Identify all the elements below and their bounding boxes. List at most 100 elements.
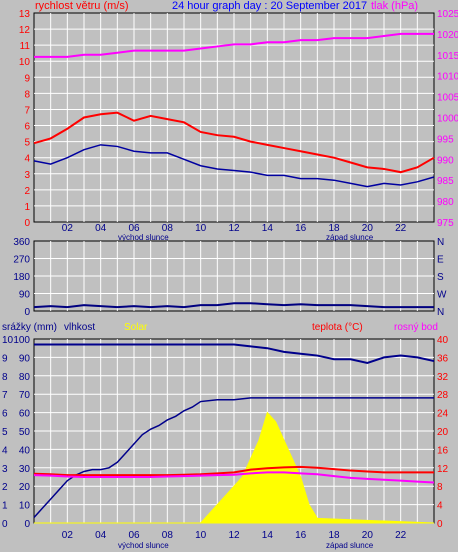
x-tick-label: 06 [128, 223, 140, 234]
x-tick-label: 14 [262, 223, 274, 234]
y-tick-label: 80 [19, 372, 31, 383]
x-tick-label: 20 [362, 223, 374, 234]
y-tick-label: 4 [2, 445, 8, 456]
y-tick-label: 1010 [437, 72, 458, 83]
direction-label: E [437, 255, 444, 266]
y-tick-label: 975 [437, 218, 454, 229]
y-tick-label: 9 [24, 73, 30, 84]
legend-solar: Solar [124, 322, 148, 333]
y-tick-label: 24 [437, 409, 449, 420]
x-tick-label: 02 [62, 223, 74, 234]
x-tick-label: 02 [62, 530, 74, 541]
y-tick-label: 40 [19, 445, 31, 456]
y-tick-label: 20 [19, 482, 31, 493]
y-tick-label: 1005 [437, 93, 458, 104]
solar-area [34, 411, 435, 524]
y-tick-label: 1 [2, 501, 8, 512]
y-tick-label: 10 [19, 501, 31, 512]
y-tick-label: 90 [19, 353, 31, 364]
y-tick-label: 360 [13, 237, 30, 248]
x-tick-label: 08 [162, 223, 174, 234]
pressure-line [34, 32, 434, 58]
y-tick-label: 985 [437, 176, 454, 187]
wind-direction-line [33, 302, 434, 309]
left-axis-ticks: 0 90 180 270 360 [13, 237, 30, 318]
grid [34, 13, 434, 222]
y-tick-label: 7 [2, 390, 8, 401]
wind-avg-line [33, 144, 435, 188]
y-tick-label: 1025 [437, 9, 458, 20]
y-tick-label: 1 [24, 202, 30, 213]
y-tick-label: 1000 [437, 114, 458, 125]
rain-line [33, 397, 434, 518]
legend-dewpoint: rosný bod [394, 322, 438, 333]
chart-title: 24 hour graph day : 20 September 2017 [172, 0, 367, 12]
y-tick-label: 16 [437, 445, 449, 456]
x-tick-label: 04 [95, 223, 107, 234]
y-tick-label: 30 [19, 464, 31, 475]
y-tick-label: 990 [437, 155, 454, 166]
y-tick-label: 0 [437, 519, 443, 530]
y-tick-label: 7 [24, 105, 30, 116]
y-tick-label: 1015 [437, 51, 458, 62]
sunset-label: západ slunce [326, 233, 374, 242]
y-tick-label: 3 [24, 170, 30, 181]
y-tick-label: 12 [437, 464, 449, 475]
direction-label: N [437, 237, 444, 248]
y-tick-label: 3 [2, 464, 8, 475]
y-tick-label: 5 [2, 427, 8, 438]
x-tick-label: 06 [128, 530, 140, 541]
y-tick-label: 32 [437, 372, 449, 383]
x-tick-label: 20 [362, 530, 374, 541]
y-tick-label: 12 [19, 25, 31, 36]
y-tick-label: 270 [13, 255, 30, 266]
y-tick-label: 13 [19, 9, 31, 20]
y-tick-label: 8 [24, 89, 30, 100]
sunrise-label: východ slunce [118, 541, 169, 550]
legend-temperature: teplota (°C) [312, 322, 363, 333]
y-tick-label: 2 [24, 186, 30, 197]
x-tick-label: 22 [395, 223, 407, 234]
x-tick-label: 08 [162, 530, 174, 541]
x-tick-label: 10 [195, 530, 207, 541]
y-tick-label: 1020 [437, 30, 458, 41]
x-axis-ticks: 02 04 06 08 10 12 14 16 18 20 22 [62, 530, 407, 541]
y-tick-label: 90 [19, 290, 31, 301]
y-tick-label: 11 [20, 41, 31, 52]
right-axis-ticks: 975 980 985 990 995 1000 1005 1010 1015 1020 1025 [437, 9, 458, 229]
y-tick-label: 4 [24, 154, 30, 165]
series [33, 343, 435, 524]
y-tick-label: 100 [13, 335, 30, 346]
y-tick-label: 28 [437, 390, 449, 401]
y-tick-label: 20 [437, 427, 449, 438]
legend-humidity: vlhkost [64, 322, 95, 333]
x-tick-label: 04 [95, 530, 107, 541]
wind-gust-line [33, 111, 435, 174]
direction-label: S [437, 272, 444, 283]
grid [34, 339, 434, 523]
y-tick-label: 0 [2, 519, 8, 530]
sunset-label: západ slunce [326, 541, 374, 550]
y-tick-label: 6 [24, 122, 30, 133]
y-tick-label: 2 [2, 482, 8, 493]
x-tick-label: 22 [395, 530, 407, 541]
series [33, 32, 435, 188]
y-tick-label: 60 [19, 409, 31, 420]
x-tick-label: 18 [328, 530, 340, 541]
x-tick-label: 10 [195, 223, 207, 234]
y-tick-label: 4 [437, 501, 443, 512]
x-tick-label: 14 [262, 530, 274, 541]
humidity-line [34, 343, 435, 364]
x-tick-label: 12 [228, 223, 240, 234]
y-tick-label: 70 [19, 390, 31, 401]
y-tick-label: 40 [437, 335, 449, 346]
series [33, 302, 434, 309]
y-tick-label: 8 [437, 482, 443, 493]
right-axis-ticks: 0 4 8 12 16 20 24 28 32 36 40 [437, 335, 449, 530]
right-axis-label: tlak (hPa) [371, 0, 418, 12]
x-tick-label: 12 [228, 530, 240, 541]
